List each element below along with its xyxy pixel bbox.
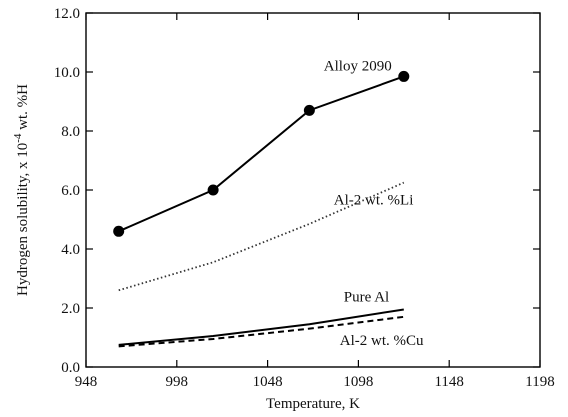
series-line-al-2-wt-li — [118, 181, 405, 292]
series-label: Al-2 wt. %Li — [334, 193, 414, 209]
data-point — [303, 104, 315, 116]
series-line-alloy-2090 — [118, 75, 405, 233]
y-tick-label: 6.0 — [61, 183, 80, 199]
x-tick-label: 1198 — [525, 374, 554, 390]
y-axis-title-suffix: wt. %H — [15, 84, 31, 134]
x-tick-label: 1098 — [343, 374, 373, 390]
data-point — [398, 70, 410, 82]
plot-frame — [85, 12, 541, 368]
y-axis-title: Hydrogen solubility, x 10-4 wt. %H — [12, 84, 31, 296]
x-tick-label: 1048 — [253, 374, 283, 390]
y-tick-label: 12.0 — [54, 6, 80, 22]
y-axis-title-exponent: -4 — [12, 133, 24, 143]
x-axis-title: Temperature, K — [266, 396, 360, 412]
x-tick-label: 948 — [75, 374, 98, 390]
x-tick-label: 1148 — [434, 374, 463, 390]
y-axis-title-main: Hydrogen solubility, x 10 — [15, 143, 31, 296]
ticks — [85, 12, 541, 368]
series-layer — [113, 70, 410, 348]
labels-layer: 948 998 1048 1098 1148 1198 0.0 2.0 4.0 6.0 8.0 10.… — [54, 6, 555, 390]
y-tick-label: 2.0 — [61, 301, 80, 317]
y-tick-label: 8.0 — [61, 124, 80, 140]
y-tick-label: 10.0 — [54, 65, 80, 81]
data-point — [113, 225, 125, 237]
series-line-pure-al — [118, 308, 404, 346]
y-tick-label: 0.0 — [61, 360, 80, 376]
data-point — [207, 184, 219, 196]
y-tick-label: 4.0 — [61, 242, 80, 258]
series-label: Alloy 2090 — [324, 58, 392, 74]
series-label: Al-2 wt. %Cu — [340, 333, 424, 349]
series-line-al-2-wt-cu — [118, 315, 404, 348]
series-label: Pure Al — [344, 289, 389, 305]
x-tick-label: 998 — [166, 374, 189, 390]
